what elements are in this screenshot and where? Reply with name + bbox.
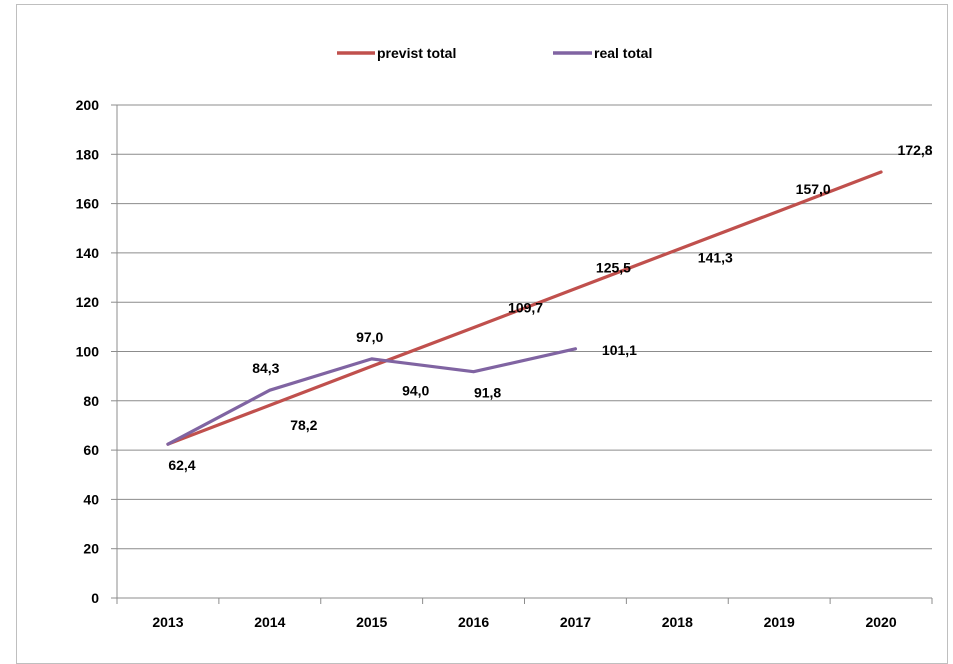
x-tick-label: 2015 [356, 614, 387, 630]
data-label: 97,0 [356, 329, 383, 345]
y-tick-label: 120 [76, 294, 100, 310]
y-tick-label: 140 [76, 245, 100, 261]
data-label: 157,0 [796, 181, 831, 197]
y-tick-label: 60 [83, 442, 99, 458]
y-tick-label: 80 [83, 393, 99, 409]
x-tick-label: 2016 [458, 614, 489, 630]
data-label: 109,7 [508, 300, 543, 316]
data-label: 141,3 [698, 250, 733, 266]
y-tick-label: 100 [76, 344, 100, 360]
series-line-real-total [166, 347, 578, 446]
data-label: 84,3 [252, 360, 279, 376]
x-tick-label: 2018 [662, 614, 693, 630]
y-tick-label: 40 [83, 491, 99, 507]
y-tick-label: 0 [91, 590, 99, 606]
x-tick-label: 2013 [152, 614, 183, 630]
data-label: 94,0 [402, 382, 429, 398]
legend-item-previst-total-label: previst total [377, 45, 456, 61]
data-label: 62,4 [168, 457, 195, 473]
x-tick-label: 2019 [764, 614, 795, 630]
y-tick-label: 180 [76, 146, 100, 162]
data-label: 91,8 [474, 385, 501, 401]
data-label: 101,1 [602, 342, 637, 358]
x-tick-label: 2020 [865, 614, 896, 630]
x-tick-label: 2017 [560, 614, 591, 630]
data-label: 78,2 [290, 417, 317, 433]
data-label: 172,8 [898, 142, 933, 158]
chart-area [16, 4, 948, 664]
y-tick-label: 200 [76, 97, 100, 113]
legend-item-real-total-label: real total [594, 45, 652, 61]
y-tick-label: 20 [83, 541, 99, 557]
data-label: 125,5 [596, 260, 631, 276]
y-tick-label: 160 [76, 196, 100, 212]
x-tick-label: 2014 [254, 614, 285, 630]
series-line-previst-total [166, 170, 883, 446]
